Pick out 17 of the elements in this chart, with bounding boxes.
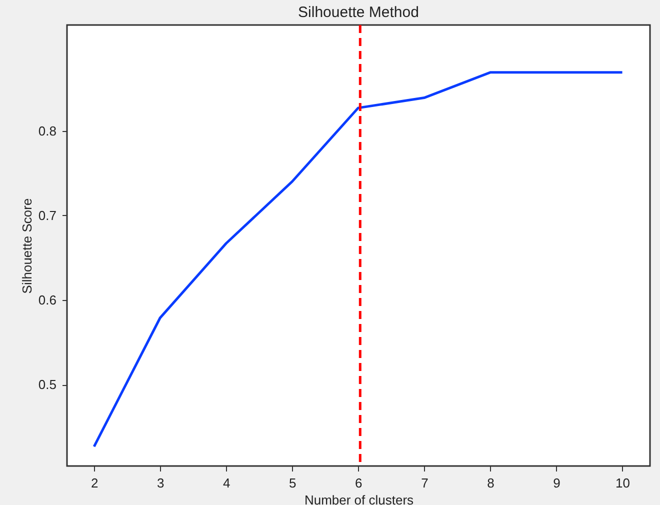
x-tick-label: 10 <box>616 476 630 490</box>
x-tick-label: 7 <box>421 476 428 490</box>
line-series <box>92 71 624 448</box>
x-tick-label: 5 <box>289 476 296 490</box>
x-tick-label: 3 <box>156 476 164 490</box>
x-tick-label: 4 <box>223 476 230 490</box>
x-axis-title: Number of clusters <box>304 492 414 505</box>
y-tick-label: 0.7 <box>38 208 56 223</box>
y-tick-label: 0.5 <box>38 377 56 392</box>
chart-title: Silhouette Method <box>298 4 419 21</box>
y-axis-title: Silhouette Score <box>19 198 34 294</box>
x-tick-label: 9 <box>553 476 560 490</box>
x-tick-label: 2 <box>90 476 98 490</box>
x-tick-label: 6 <box>355 476 362 490</box>
y-tick-label: 0.8 <box>38 123 56 138</box>
y-tick-label: 0.6 <box>38 292 56 308</box>
x-tick-label: 8 <box>487 476 494 490</box>
